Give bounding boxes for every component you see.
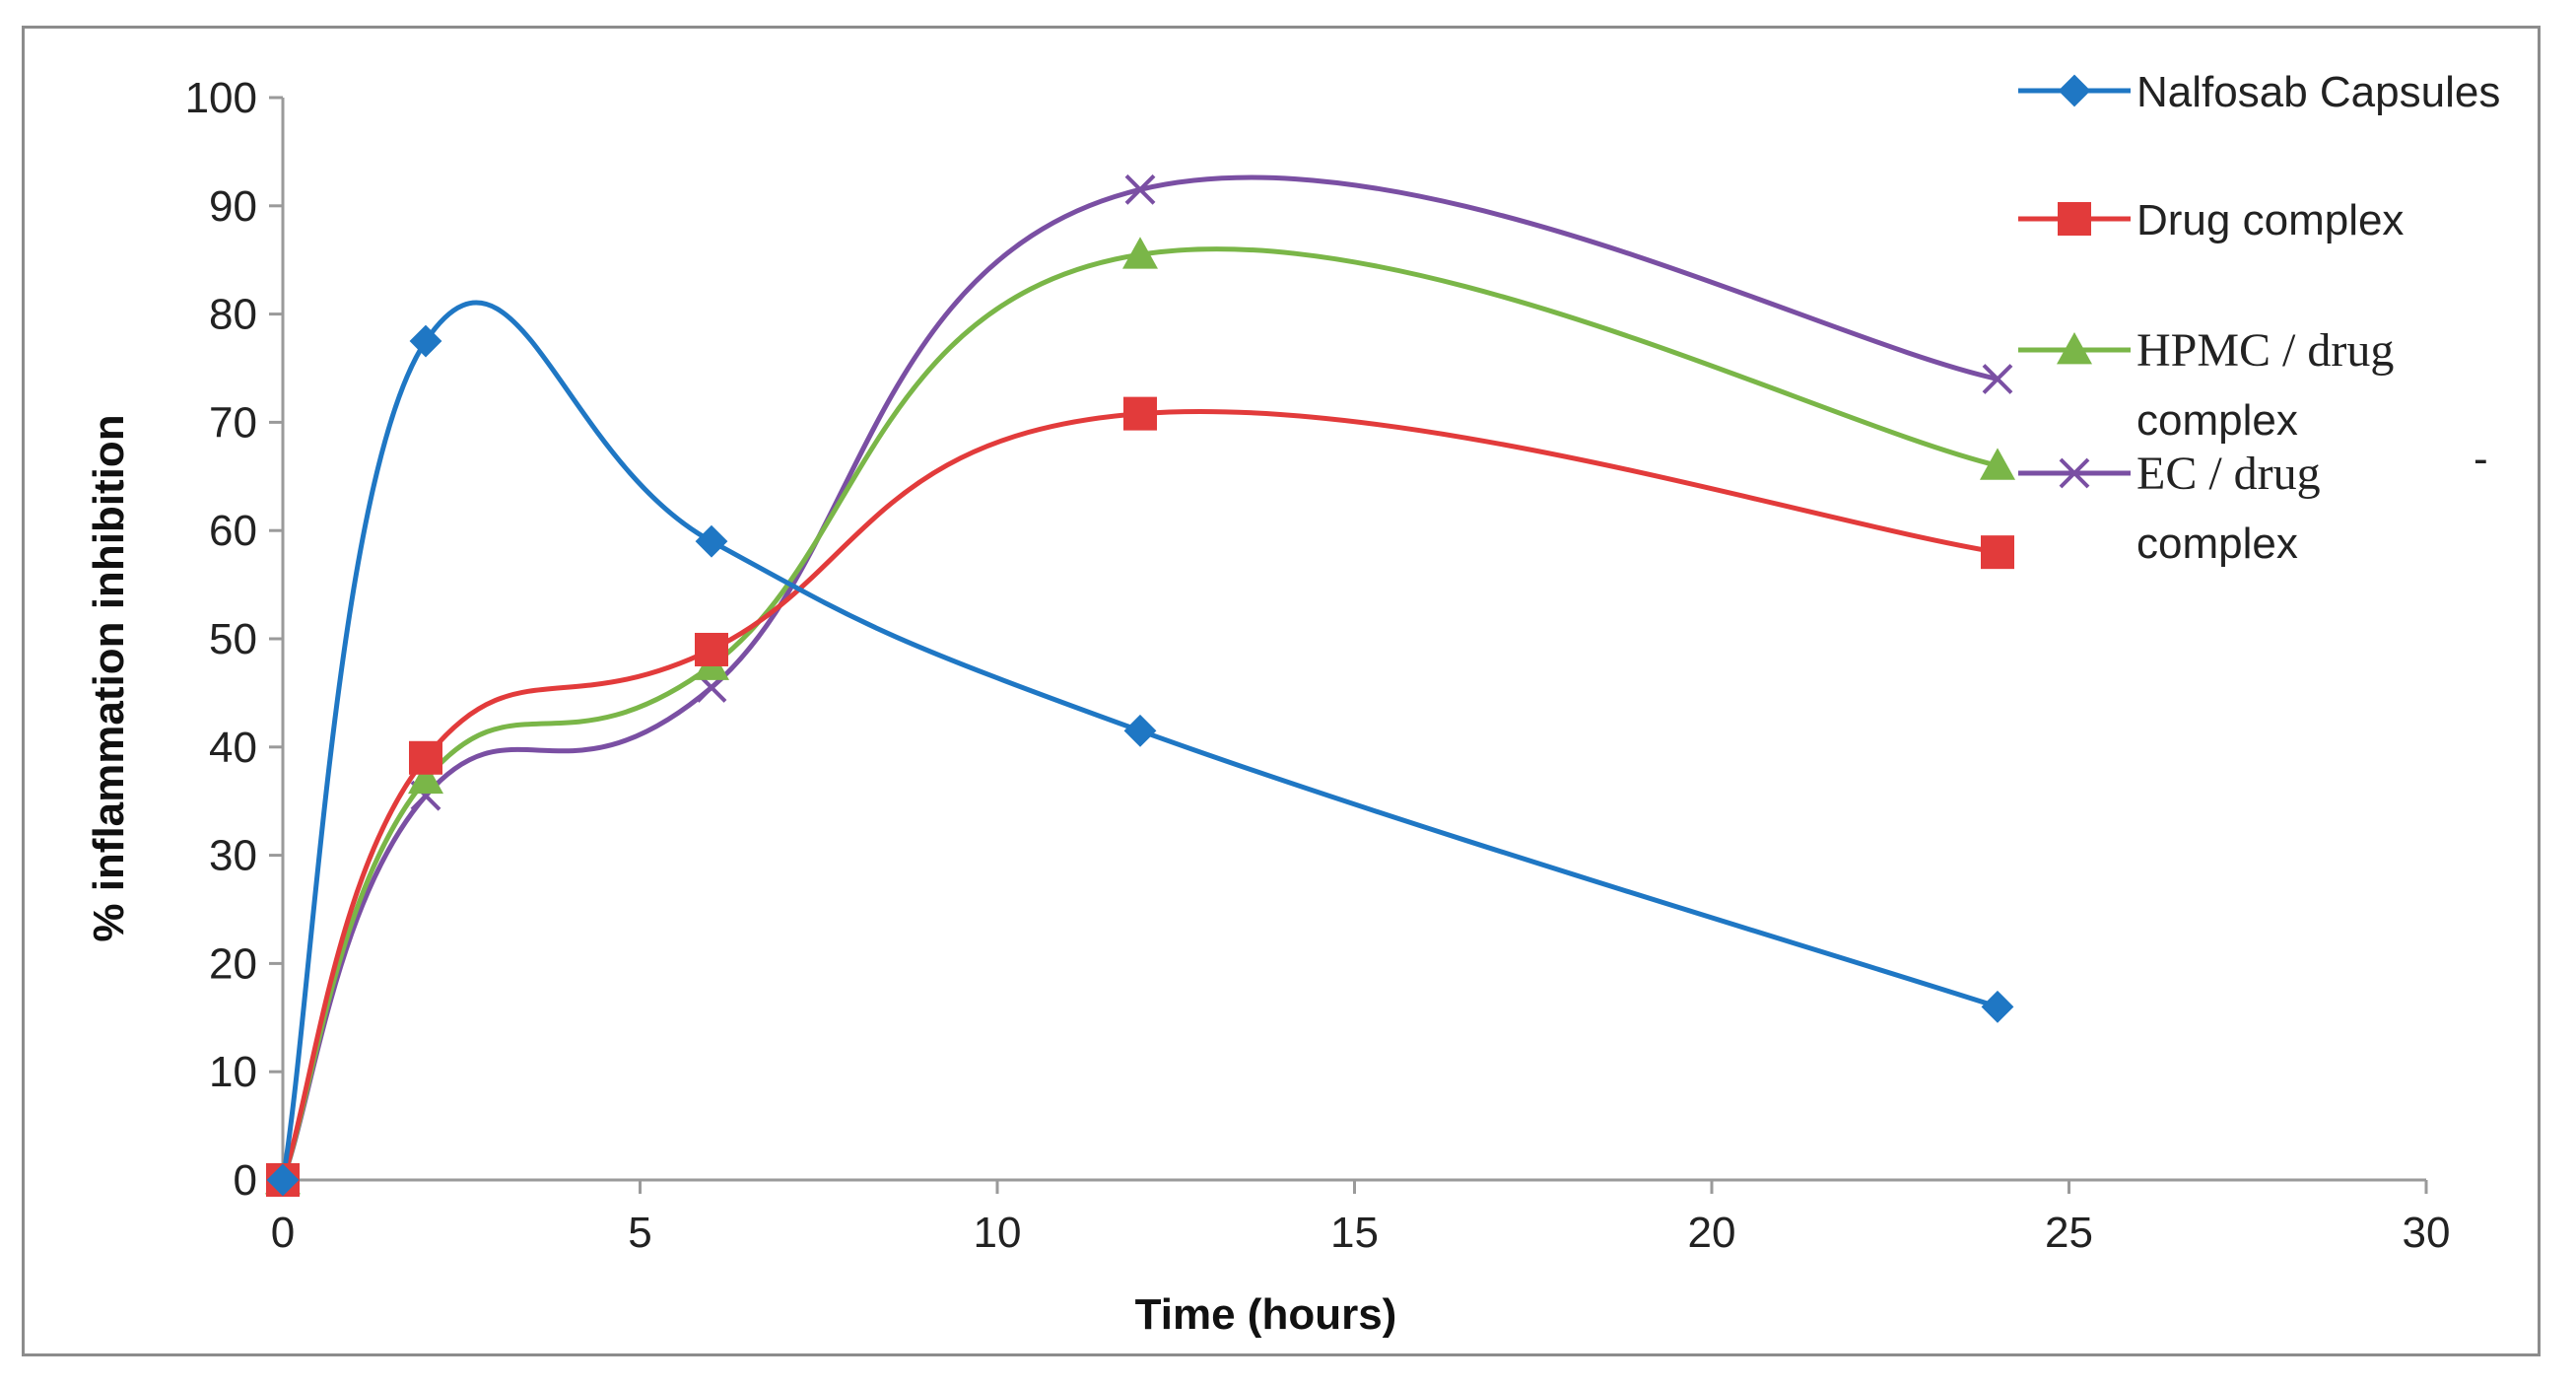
y-tick-label: 90	[209, 182, 257, 231]
legend-marker	[2059, 457, 2090, 489]
data-point	[1124, 173, 1156, 205]
x-tick-label: 10	[974, 1209, 1022, 1257]
x-tick-label: 0	[271, 1209, 295, 1257]
data-point	[266, 1163, 300, 1197]
legend-label-line2: complex	[2136, 520, 2298, 568]
legend-marker	[2057, 332, 2092, 365]
y-tick-label: 100	[185, 74, 257, 122]
data-point	[1123, 714, 1157, 747]
legend-label-line2: complex	[2136, 396, 2298, 445]
stray-mark: -	[2474, 435, 2488, 483]
data-point	[1122, 237, 1158, 269]
y-tick-label: 10	[209, 1048, 257, 1096]
y-tick-label: 0	[234, 1156, 257, 1205]
legend-marker	[2058, 202, 2091, 236]
y-axis-title: % inflammation inhibition	[85, 414, 133, 941]
series-line	[280, 408, 1999, 1181]
data-point	[1982, 364, 2013, 394]
series-group	[265, 173, 2015, 1197]
data-point	[1981, 990, 2014, 1023]
y-tick-label: 50	[209, 615, 257, 663]
y-tick-label: 30	[209, 832, 257, 880]
data-point	[695, 524, 728, 558]
series-line	[280, 174, 1999, 1181]
legend-group: Nalfosab Capsules Drug complex HPMC / drug…	[2018, 68, 2500, 568]
data-point	[409, 324, 442, 358]
data-point	[695, 632, 728, 666]
data-point	[1980, 448, 2015, 480]
y-tick-label: 60	[209, 507, 257, 555]
y-tick-label: 20	[209, 939, 257, 988]
legend-marker	[2058, 74, 2091, 107]
x-tick-label: 30	[2403, 1209, 2451, 1257]
legend-label: HPMC / drug	[2136, 324, 2394, 377]
legend-label: Drug complex	[2136, 196, 2404, 244]
x-tick-label: 5	[628, 1209, 651, 1257]
legend-label: Nalfosab Capsules	[2136, 68, 2500, 116]
x-tick-label: 20	[1688, 1209, 1736, 1257]
data-point	[408, 761, 443, 795]
series-line	[280, 246, 1999, 1181]
x-tick-label: 25	[2045, 1209, 2093, 1257]
legend-label: EC / drug	[2136, 448, 2321, 500]
x-tick-label: 15	[1330, 1209, 1379, 1257]
x-axis-title: Time (hours)	[1135, 1290, 1397, 1339]
y-tick-label: 80	[209, 291, 257, 339]
data-point	[1981, 535, 2014, 570]
data-point	[1123, 396, 1157, 431]
chart-frame	[22, 26, 2541, 1356]
data-point	[409, 740, 442, 775]
axes-group: 0 10 20 30 40 50 60 70 80 90 100 0 5 10 15 20 25 30 Time (…	[85, 74, 2450, 1339]
y-tick-label: 40	[209, 724, 257, 772]
y-tick-label: 70	[209, 398, 257, 447]
